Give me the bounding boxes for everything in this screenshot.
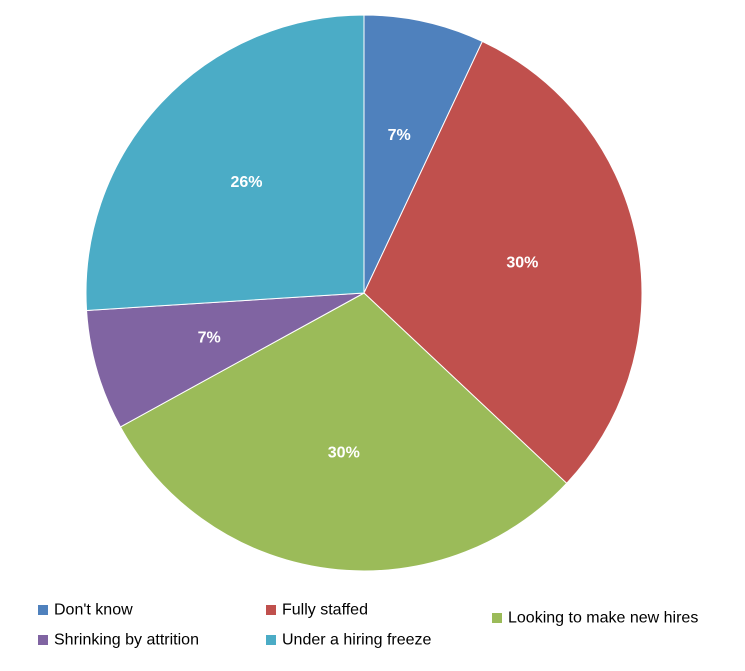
legend-swatch-fully-staffed	[266, 605, 276, 615]
pie-slice-don-t-know	[363, 14, 484, 294]
legend-label-looking-to-make-new-hires: Looking to make new hires	[508, 610, 698, 627]
data-label-looking-to-make-new-hires: 30%	[328, 444, 360, 461]
legend-item-looking-to-make-new-hires: Looking to make new hires	[492, 610, 698, 627]
legend-label-shrinking-by-attrition: Shrinking by attrition	[54, 632, 199, 649]
legend: Don't know Fully staffed Looking to make n…	[38, 602, 698, 649]
data-label-don-t-know: 7%	[388, 127, 411, 144]
legend-label-don-t-know: Don't know	[54, 602, 133, 619]
pie-slice-labels: 7% 30% 30% 7% 26%	[198, 127, 539, 461]
legend-swatch-shrinking-by-attrition	[38, 635, 48, 645]
data-label-fully-staffed: 30%	[506, 254, 538, 271]
data-label-shrinking-by-attrition: 7%	[198, 329, 221, 346]
pie-slice-fully-staffed	[363, 40, 643, 485]
legend-label-under-a-hiring-freeze: Under a hiring freeze	[282, 632, 432, 649]
legend-swatch-don-t-know	[38, 605, 48, 615]
legend-label-fully-staffed: Fully staffed	[282, 602, 368, 619]
pie-slice-under-a-hiring-freeze	[85, 14, 365, 311]
legend-item-fully-staffed: Fully staffed	[266, 602, 368, 619]
pie-slices	[85, 14, 643, 572]
legend-swatch-under-a-hiring-freeze	[266, 635, 276, 645]
legend-item-under-a-hiring-freeze: Under a hiring freeze	[266, 632, 432, 649]
legend-item-shrinking-by-attrition: Shrinking by attrition	[38, 632, 199, 649]
pie-slice-looking-to-make-new-hires	[119, 292, 568, 572]
data-label-under-a-hiring-freeze: 26%	[230, 174, 262, 191]
legend-item-don-t-know: Don't know	[38, 602, 133, 619]
pie-slice-shrinking-by-attrition	[86, 292, 365, 428]
legend-swatch-looking-to-make-new-hires	[492, 613, 502, 623]
